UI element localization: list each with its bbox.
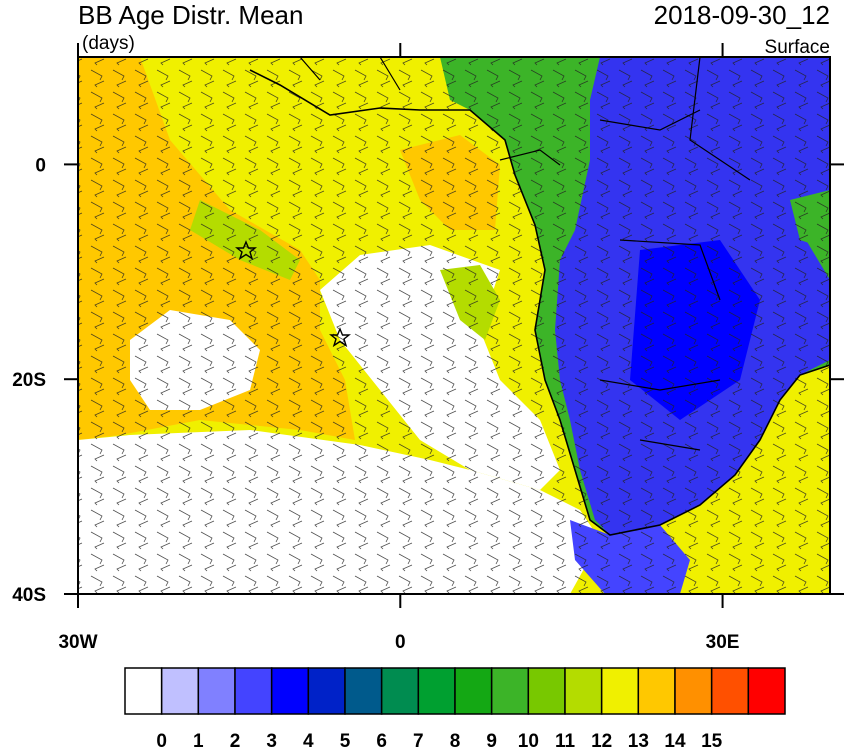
colorbar-box	[564, 667, 603, 715]
colorbar-label: 10	[518, 731, 539, 750]
colorbar-label: 5	[340, 731, 351, 750]
map-field	[78, 57, 830, 594]
colorbar-box	[527, 667, 566, 715]
colorbar-label: 0	[156, 731, 167, 750]
colorbar-box	[124, 667, 163, 715]
colorbar-label: 7	[413, 731, 424, 750]
colorbar-box	[270, 667, 310, 715]
colorbar-label: 15	[701, 731, 723, 750]
colorbar-label: 4	[303, 731, 314, 750]
colorbar-box	[710, 667, 750, 715]
colorbar-box	[600, 667, 640, 715]
axes: 30W 0 30E 0 20S 40S	[12, 43, 844, 653]
units: (days)	[82, 33, 135, 54]
colorbar-label: 11	[555, 731, 576, 750]
colorbar-label: 9	[486, 731, 497, 750]
lat-tick-label: 40S	[12, 585, 46, 606]
colorbar-box	[490, 667, 530, 715]
lon-tick-label: 0	[395, 632, 406, 653]
level: Surface	[765, 37, 830, 58]
colorbar-label: 12	[591, 731, 612, 750]
colorbar-label: 3	[266, 731, 277, 750]
lon-tick-label: 30W	[58, 632, 97, 653]
colorbar-box	[344, 667, 383, 715]
colorbar-label: 2	[230, 731, 241, 750]
lat-tick-label: 0	[35, 155, 46, 176]
colorbar-label: 6	[376, 731, 387, 750]
colorbar-box	[637, 667, 676, 715]
colorbar-box	[454, 667, 493, 715]
date: 2018-09-30_12	[654, 0, 830, 30]
colorbar-box	[234, 667, 273, 715]
colorbar-box	[160, 667, 200, 715]
colorbar: 0 1 2 3 4 5 6 7 8 9 10 11 12 13 14 15	[124, 667, 786, 750]
colorbar-box	[307, 667, 346, 715]
map-frame	[77, 56, 831, 595]
colorbar-box	[674, 667, 713, 715]
colorbar-label: 8	[450, 731, 461, 750]
lon-tick-label: 30E	[706, 632, 740, 653]
colorbar-box	[747, 667, 786, 715]
colorbar-label: 13	[628, 731, 649, 750]
colorbar-box	[417, 667, 456, 715]
colorbar-label: 1	[193, 731, 204, 750]
colorbar-label: 14	[664, 731, 686, 750]
lat-tick-label: 20S	[12, 370, 46, 391]
title: BB Age Distr. Mean	[78, 0, 303, 30]
colorbar-box	[197, 667, 236, 715]
colorbar-box	[380, 667, 420, 715]
